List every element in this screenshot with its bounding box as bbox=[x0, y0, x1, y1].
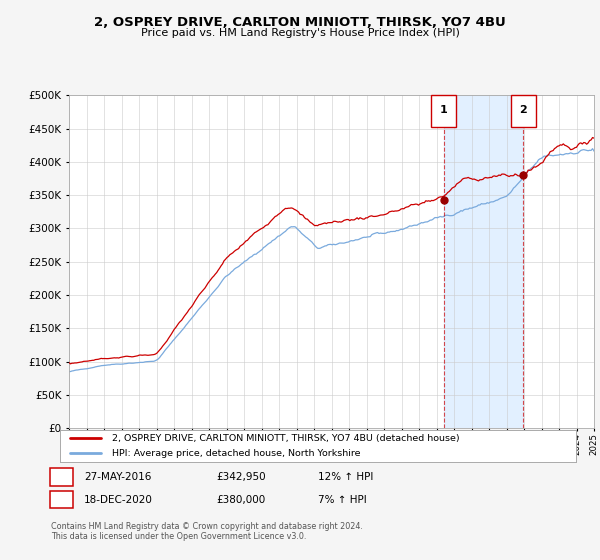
Bar bbox=[443, 95, 523, 428]
Text: Price paid vs. HM Land Registry's House Price Index (HPI): Price paid vs. HM Land Registry's House … bbox=[140, 28, 460, 38]
Text: £342,950: £342,950 bbox=[216, 472, 266, 482]
Text: 1: 1 bbox=[440, 105, 448, 115]
Text: 2: 2 bbox=[58, 494, 65, 505]
Text: 1: 1 bbox=[58, 472, 65, 482]
Text: 7% ↑ HPI: 7% ↑ HPI bbox=[318, 494, 367, 505]
Text: Contains HM Land Registry data © Crown copyright and database right 2024.
This d: Contains HM Land Registry data © Crown c… bbox=[51, 522, 363, 542]
FancyBboxPatch shape bbox=[511, 95, 536, 127]
Text: 2, OSPREY DRIVE, CARLTON MINIOTT, THIRSK, YO7 4BU: 2, OSPREY DRIVE, CARLTON MINIOTT, THIRSK… bbox=[94, 16, 506, 29]
Text: £380,000: £380,000 bbox=[216, 494, 265, 505]
Text: 18-DEC-2020: 18-DEC-2020 bbox=[84, 494, 153, 505]
Text: 12% ↑ HPI: 12% ↑ HPI bbox=[318, 472, 373, 482]
Text: 27-MAY-2016: 27-MAY-2016 bbox=[84, 472, 151, 482]
FancyBboxPatch shape bbox=[431, 95, 456, 127]
Text: 2: 2 bbox=[520, 105, 527, 115]
Text: HPI: Average price, detached house, North Yorkshire: HPI: Average price, detached house, Nort… bbox=[112, 449, 360, 458]
Text: 2, OSPREY DRIVE, CARLTON MINIOTT, THIRSK, YO7 4BU (detached house): 2, OSPREY DRIVE, CARLTON MINIOTT, THIRSK… bbox=[112, 434, 459, 443]
